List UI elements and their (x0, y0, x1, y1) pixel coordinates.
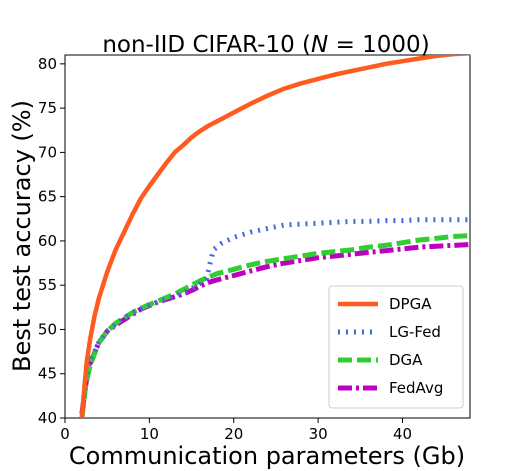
y-tick-label: 65 (38, 188, 57, 206)
y-axis-title: Best test accuracy (%) (8, 100, 36, 372)
legend-box (328, 285, 464, 409)
series-line-dpga (79, 55, 470, 418)
x-tick-label: 20 (224, 425, 243, 443)
y-axis: 40 45 50 55 60 65 70 75 80 (38, 55, 65, 427)
x-tick-label: 0 (60, 425, 70, 443)
y-tick-label: 55 (38, 276, 57, 294)
x-axis-title: Communication parameters (Gb) (69, 442, 465, 470)
x-tick-label: 30 (309, 425, 328, 443)
y-tick-label: 40 (38, 409, 57, 427)
y-tick-label: 80 (38, 55, 57, 73)
y-tick-label: 70 (38, 143, 57, 161)
x-tick-label: 10 (140, 425, 159, 443)
legend-label: FedAvg (389, 379, 443, 397)
series-line-dga (79, 233, 470, 418)
y-tick-label: 60 (38, 232, 57, 250)
legend: DPGA LG-Fed DGA FedAvg (328, 285, 464, 409)
y-tick-label: 50 (38, 320, 57, 338)
x-axis: 0 10 20 30 40 (60, 418, 412, 443)
legend-label: DGA (389, 351, 423, 369)
legend-label: LG-Fed (389, 323, 441, 341)
y-tick-label: 45 (38, 365, 57, 383)
legend-label: DPGA (389, 295, 432, 313)
series-lines (79, 55, 470, 418)
x-tick-label: 40 (393, 425, 412, 443)
chart-title: non-IID CIFAR-10 (N = 1000) (102, 32, 429, 58)
series-line-lg-fed (79, 217, 470, 414)
y-tick-label: 75 (38, 99, 57, 117)
plot-area (64, 54, 471, 419)
